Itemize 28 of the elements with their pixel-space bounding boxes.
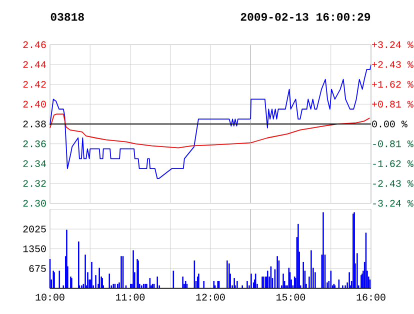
text: -0.81 % xyxy=(373,140,414,148)
text: -1.62 % xyxy=(373,160,414,168)
x-tick-label: 16:00 xyxy=(356,294,386,301)
y-tick-label: 2.32 xyxy=(23,180,46,187)
text: -2.43 % xyxy=(373,180,414,187)
text: 0.00 % xyxy=(372,120,408,128)
text: +2.43 % xyxy=(372,61,414,68)
text: -3.24 % xyxy=(373,200,414,207)
chart-title: 03818 xyxy=(50,13,84,21)
x-tick-label: 11:00 xyxy=(116,294,145,301)
y-tick-label: 2.38 xyxy=(23,120,46,128)
x-tick-label: 12:00 xyxy=(196,294,225,301)
y-tick-label: 675 xyxy=(29,265,46,272)
text: +3.24 % xyxy=(372,41,414,48)
x-tick-label: 15:00 xyxy=(276,294,306,301)
y-tick-label: 2.46 xyxy=(23,41,46,48)
text: +1.62 % xyxy=(372,80,414,88)
y-tick-label: 2.44 xyxy=(23,61,46,68)
y-tick-label: 2.30 xyxy=(23,200,46,207)
x-tick-label: 10:00 xyxy=(36,294,64,301)
y-tick-label: 1350 xyxy=(23,245,46,252)
chart-subtitle: 2009-02-13 16:00:29 xyxy=(240,13,370,21)
y-tick-label: 2.34 xyxy=(23,160,46,168)
y-tick-label: 2025 xyxy=(23,226,46,232)
text: +0.81 % xyxy=(372,100,414,108)
y-tick-label: 2.36 xyxy=(23,140,46,148)
y-tick-label: 2.42 xyxy=(23,81,46,88)
y-tick-label: 2.40 xyxy=(23,100,46,108)
